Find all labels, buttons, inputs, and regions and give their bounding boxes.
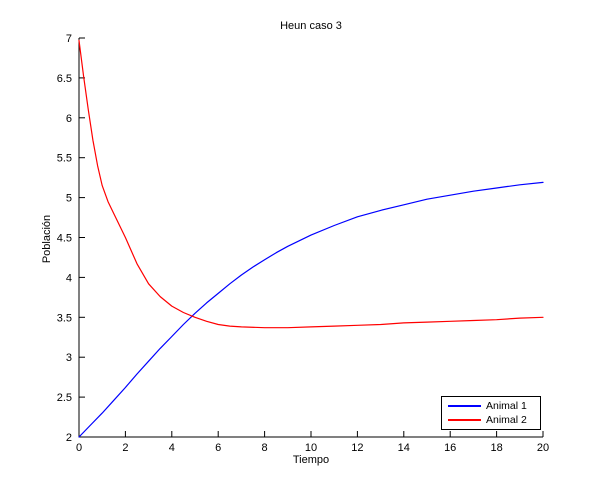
legend-label: Animal 2 (486, 414, 527, 426)
y-tick-label: 5 (66, 193, 72, 205)
x-tick-label: 20 (537, 442, 549, 454)
series-line-1 (78, 181, 544, 438)
x-tick-label: 0 (76, 442, 82, 454)
y-tick-label: 7 (66, 33, 72, 45)
x-tick-label: 12 (351, 442, 363, 454)
y-tick-label: 4 (66, 272, 72, 284)
y-tick-label: 6.5 (57, 73, 72, 85)
y-tick-label: 6 (66, 113, 72, 125)
legend-label: Animal 1 (486, 400, 527, 412)
x-tick-label: 10 (305, 442, 317, 454)
legend-item-animal-1: Animal 1 (442, 400, 540, 412)
legend-line-sample-red (448, 419, 481, 421)
legend-item-animal-2: Animal 2 (442, 414, 540, 426)
x-axis-label: Tiempo (292, 454, 330, 466)
y-tick-label: 2 (66, 432, 72, 444)
x-tick-label: 2 (122, 442, 128, 454)
x-tick-label: 8 (262, 442, 268, 454)
x-tick-label: 14 (398, 442, 410, 454)
x-tick-label: 16 (444, 442, 456, 454)
series-line-2 (78, 39, 544, 329)
y-tick-label: 3 (66, 352, 72, 364)
chart-title: Heun caso 3 (280, 20, 342, 32)
y-tick-label: 3.5 (57, 312, 72, 324)
x-tick-label: 6 (215, 442, 221, 454)
y-axis-label: Población (41, 214, 53, 264)
legend-line-sample-blue (448, 405, 481, 407)
legend-box: Animal 1 Animal 2 (441, 396, 541, 430)
y-tick-label: 5.5 (57, 153, 72, 165)
y-tick-label: 4.5 (57, 233, 72, 245)
x-tick-label: 18 (490, 442, 502, 454)
x-tick-label: 4 (169, 442, 175, 454)
axes-lines (78, 38, 543, 438)
y-tick-label: 2.5 (57, 392, 72, 404)
